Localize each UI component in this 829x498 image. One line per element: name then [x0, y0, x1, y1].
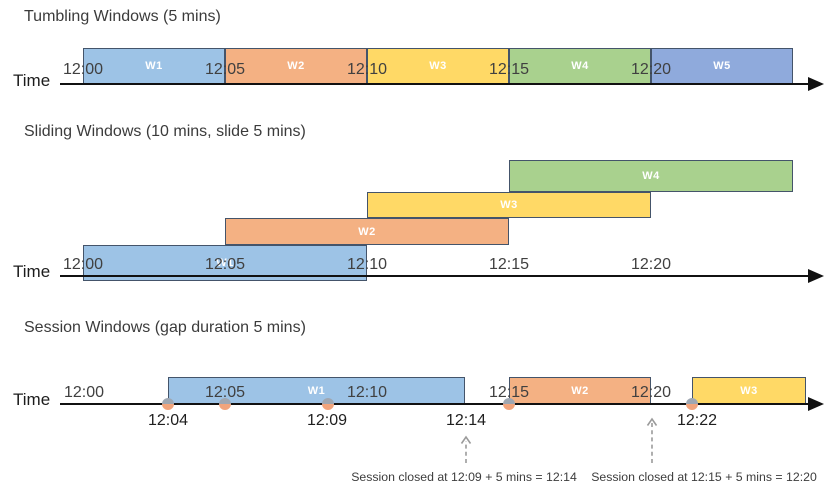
time-axis-label: Time: [13, 71, 51, 90]
window-label: W1: [307, 384, 326, 397]
window-label: W3: [429, 60, 447, 72]
event-dot: [219, 398, 231, 410]
axis-tick-label: 12:10: [346, 384, 388, 401]
axis-tick-label: 12:15: [488, 256, 530, 273]
event-dot: [162, 398, 174, 410]
axis-tick-label: 12:00: [62, 256, 104, 273]
event-time-label: 12:14: [445, 412, 487, 429]
event-dot: [322, 398, 334, 410]
tumbling-window-w2: W2: [225, 48, 367, 84]
axis-tick-label: 12:10: [346, 61, 388, 78]
axis-tick-label: 12:15: [488, 384, 530, 401]
timeline-arrowhead-icon: [808, 397, 824, 411]
window-label: W3: [740, 384, 758, 397]
section-title: Sliding Windows (10 mins, slide 5 mins): [24, 123, 306, 140]
event-dot: [686, 398, 698, 410]
sliding-window-w2: W2: [225, 218, 509, 245]
time-axis-label: Time: [13, 262, 51, 281]
annotation-text: Session closed at 12:15 + 5 mins = 12:20: [591, 470, 817, 484]
annotation-text: Session closed at 12:09 + 5 mins = 12:14: [351, 470, 577, 484]
window-label: W1: [216, 257, 234, 269]
axis-tick-label: 12:05: [204, 384, 246, 401]
event-dot: [503, 398, 515, 410]
dashed-up-arrow-icon: [646, 417, 658, 463]
tumbling-window-w4: W4: [509, 48, 651, 84]
axis-tick-label: 12:15: [488, 61, 530, 78]
event-time-label: 12:04: [147, 412, 189, 429]
tumbling-window-w3: W3: [367, 48, 509, 84]
event-time-label: 12:09: [306, 412, 348, 429]
window-label: W2: [287, 60, 305, 72]
timeline-arrowhead-icon: [808, 269, 824, 283]
tumbling-section: Tumbling Windows (5 mins) Time W1 W2 W3 …: [0, 0, 829, 110]
session-window-w2: W2: [509, 377, 651, 404]
axis-tick-label: 12:20: [630, 61, 672, 78]
window-label: W4: [571, 60, 589, 72]
tumbling-window-w1: W1: [83, 48, 225, 84]
window-label: W4: [642, 170, 660, 182]
window-label: W1: [145, 60, 163, 72]
axis-tick-label: 12:05: [204, 256, 246, 273]
axis-tick-label: 12:10: [346, 256, 388, 273]
axis-tick-label: 12:05: [204, 61, 246, 78]
timeline-axis: [60, 275, 812, 277]
timeline-axis: [60, 403, 812, 405]
event-time-label: 12:22: [676, 412, 718, 429]
tumbling-window-w5: W5: [651, 48, 793, 84]
axis-tick-label: 12:00: [62, 61, 104, 78]
time-axis-label: Time: [13, 390, 51, 409]
axis-tick-label: 12:20: [630, 384, 672, 401]
timeline-axis: [60, 83, 812, 85]
window-label: W2: [571, 384, 589, 397]
session-section: Session Windows (gap duration 5 mins) Ti…: [0, 300, 829, 498]
axis-tick-label: 12:00: [63, 384, 105, 401]
sliding-window-w3: W3: [367, 192, 651, 218]
session-window-w3: W3: [692, 377, 806, 404]
sliding-section: Sliding Windows (10 mins, slide 5 mins) …: [0, 110, 829, 300]
section-title: Session Windows (gap duration 5 mins): [24, 319, 306, 336]
window-label: W2: [358, 225, 376, 238]
window-label: W5: [713, 60, 731, 72]
window-label: W3: [500, 199, 518, 211]
timeline-arrowhead-icon: [808, 77, 824, 91]
sliding-window-w4: W4: [509, 160, 793, 192]
dashed-up-arrow-icon: [460, 435, 472, 463]
section-title: Tumbling Windows (5 mins): [24, 8, 221, 25]
axis-tick-label: 12:20: [630, 256, 672, 273]
